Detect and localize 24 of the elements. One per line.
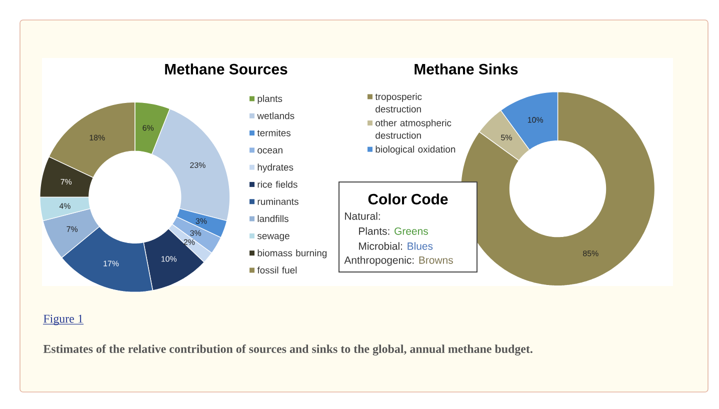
legend-label: hydrates [258,164,294,172]
text: Estimates of the relative contribution of sources and sinks to the global, annual methane budget. [43,344,532,356]
legend-label: landfills [258,215,288,222]
chart-title: Methane Sinks [414,64,518,74]
legend-label: ocean [258,148,282,154]
text: Plants: [359,227,390,235]
legend-label: termites [257,129,291,136]
text: Natural: [345,212,380,220]
legend-label: biomass burning [258,249,327,258]
legend-label: rice fields [258,180,298,188]
caption: Figure 1 [44,314,83,326]
text: Anthropogenic: [344,256,414,266]
text: Microbial: [359,242,402,250]
legend-label: sewage [257,234,290,242]
chart-title: Methane Sources [165,64,288,74]
text: Greens [394,227,428,235]
legend-label: wetlands [257,112,294,120]
text: Color Code [368,194,448,204]
legend-label: fossil fuel [257,266,297,274]
legend-label: biological oxidation [376,146,456,154]
legend-label: ruminants [258,198,298,205]
legend-label: plants [258,95,282,104]
text: Browns [419,256,453,264]
text: Blues [408,242,433,250]
